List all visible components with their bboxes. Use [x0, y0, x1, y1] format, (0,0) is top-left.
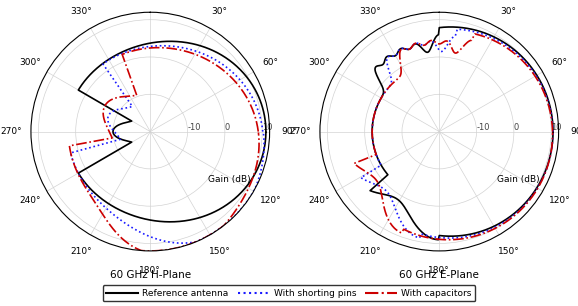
Reference antenna — [90, 190, 97, 193]
With capacitors — [87, 193, 94, 197]
With capacitors — [549, 131, 556, 134]
With shorting pins — [516, 54, 523, 58]
With capacitors — [253, 118, 260, 121]
Reference antenna — [454, 25, 461, 29]
Line: With shorting pins: With shorting pins — [71, 46, 264, 243]
With capacitors — [422, 43, 429, 47]
With shorting pins — [260, 130, 266, 133]
With capacitors — [378, 191, 385, 195]
Reference antenna — [550, 131, 557, 134]
With shorting pins — [454, 27, 461, 31]
With shorting pins — [134, 47, 140, 50]
Reference antenna — [262, 131, 269, 134]
With shorting pins — [381, 188, 388, 191]
With shorting pins — [99, 203, 106, 207]
Reference antenna — [392, 196, 399, 200]
Text: Gain (dB): Gain (dB) — [497, 175, 539, 184]
Reference antenna — [262, 130, 269, 133]
With shorting pins — [548, 150, 555, 153]
With shorting pins — [162, 44, 169, 48]
Text: Gain (dB): Gain (dB) — [208, 175, 250, 184]
With shorting pins — [218, 62, 225, 65]
With shorting pins — [260, 131, 267, 134]
With shorting pins — [194, 240, 201, 243]
With capacitors — [450, 50, 457, 53]
With capacitors — [134, 48, 141, 52]
With shorting pins — [550, 131, 557, 134]
Reference antenna — [423, 50, 430, 54]
With capacitors — [543, 169, 550, 172]
Reference antenna — [102, 200, 109, 203]
With capacitors — [383, 212, 390, 215]
Reference antenna — [163, 39, 170, 43]
With shorting pins — [257, 117, 264, 121]
With shorting pins — [549, 117, 555, 121]
Reference antenna — [550, 130, 557, 133]
Line: Reference antenna: Reference antenna — [370, 27, 553, 240]
With shorting pins — [129, 105, 136, 108]
With capacitors — [96, 208, 103, 211]
With capacitors — [255, 131, 262, 134]
With capacitors — [255, 130, 262, 133]
With shorting pins — [550, 130, 557, 133]
With capacitors — [139, 249, 146, 252]
Line: With shorting pins: With shorting pins — [361, 29, 553, 238]
Reference antenna — [517, 53, 524, 57]
With capacitors — [515, 55, 522, 58]
With shorting pins — [422, 43, 429, 47]
With shorting pins — [390, 201, 397, 205]
With capacitors — [134, 94, 140, 97]
Reference antenna — [370, 117, 377, 121]
With capacitors — [162, 46, 169, 50]
Reference antenna — [549, 117, 555, 121]
With shorting pins — [373, 106, 380, 109]
Legend: Reference antenna, With shorting pins, With capacitors: Reference antenna, With shorting pins, W… — [103, 285, 475, 301]
Reference antenna — [377, 192, 384, 196]
Reference antenna — [224, 57, 231, 61]
Reference antenna — [261, 117, 268, 120]
Reference antenna — [128, 119, 135, 123]
Text: 60 GHz H-Plane: 60 GHz H-Plane — [110, 270, 191, 280]
With capacitors — [378, 95, 385, 99]
With capacitors — [548, 117, 555, 121]
Line: With capacitors: With capacitors — [69, 48, 259, 251]
With capacitors — [549, 130, 556, 133]
With capacitors — [215, 65, 222, 69]
With shorting pins — [88, 192, 95, 195]
Text: 60 GHz E-Plane: 60 GHz E-Plane — [399, 270, 479, 280]
Reference antenna — [134, 45, 140, 48]
Line: Reference antenna: Reference antenna — [79, 41, 266, 222]
Line: With capacitors: With capacitors — [354, 34, 553, 240]
